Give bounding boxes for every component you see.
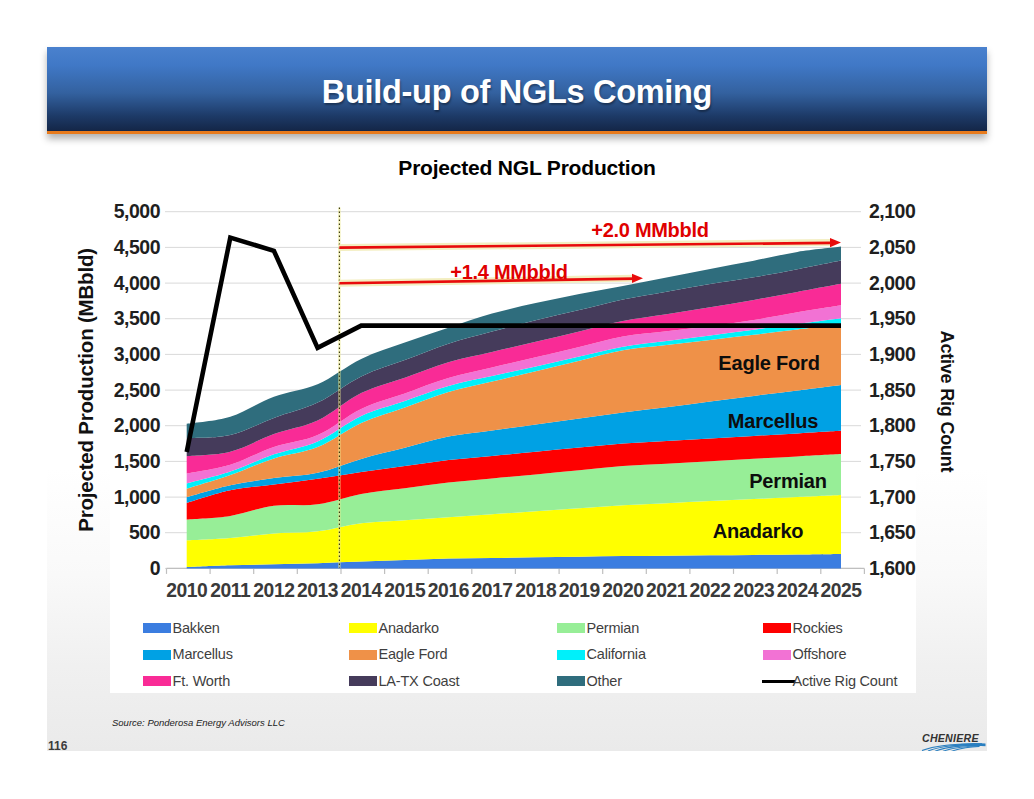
svg-text:CHENIERE: CHENIERE [922, 732, 979, 744]
